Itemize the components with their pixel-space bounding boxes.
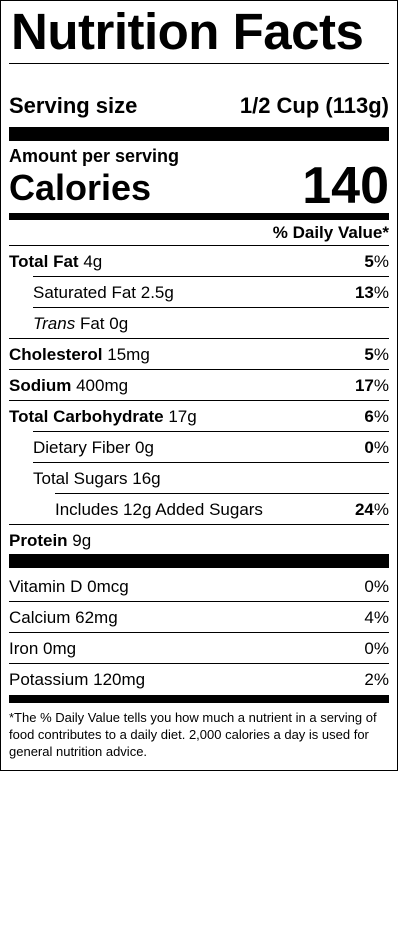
vitamin-daily-value: 4% — [364, 608, 389, 627]
nutrient-percent-sign: % — [373, 438, 389, 457]
serving-size-row: Serving size 1/2 Cup (113g) — [9, 93, 389, 119]
nutrient-daily-value: 24% — [355, 494, 389, 525]
vitamin-name: Potassium — [9, 670, 89, 689]
nutrient-separator — [33, 307, 389, 308]
serving-size-value: 1/2 Cup (113g) — [239, 93, 389, 118]
vitamin-separator — [9, 601, 389, 602]
nutrient-amount: 2.5g — [140, 283, 174, 302]
nutrient-row: Includes 12g Added Sugars 24% — [9, 494, 389, 525]
nutrient-name: Cholesterol — [9, 345, 103, 364]
thick-divider-bottom — [9, 554, 389, 568]
nutrient-row: Total Fat 4g 5% — [9, 246, 389, 277]
nutrient-amount: 17g — [168, 407, 197, 426]
nutrient-row: Sodium 400mg 17% — [9, 370, 389, 401]
nutrient-percent-number: 5 — [364, 252, 374, 271]
medium-divider — [9, 213, 389, 220]
nutrient-separator — [9, 524, 389, 525]
vitamin-amount: 0mcg — [87, 577, 129, 596]
thick-divider-top — [9, 127, 389, 141]
nutrient-percent-sign: % — [373, 500, 389, 519]
nutrient-name: Includes 12g Added Sugars — [55, 500, 263, 519]
nutrient-amount: 4g — [83, 252, 103, 271]
nutrient-percent-sign: % — [373, 376, 389, 395]
nutrition-facts-label: Nutrition Facts Serving size 1/2 Cup (11… — [0, 0, 398, 771]
vitamin-daily-value: 0% — [364, 577, 389, 596]
nutrient-name: Saturated Fat — [33, 283, 137, 302]
vitamin-name: Calcium — [9, 608, 71, 627]
nutrient-percent-number: 17 — [354, 376, 374, 395]
title-divider — [9, 63, 389, 64]
nutrient-italic-prefix: Trans — [33, 314, 76, 333]
nutrient-separator — [55, 493, 389, 494]
vitamin-daily-value: 2% — [364, 670, 389, 689]
vitamin-daily-value: 0% — [364, 639, 389, 658]
nutrient-name: Total Carbohydrate — [9, 407, 164, 426]
nutrient-name: Total Fat — [9, 252, 79, 271]
calories-value: 140 — [302, 157, 389, 215]
vitamin-name: Vitamin D — [9, 577, 83, 596]
nutrient-row: Total Sugars 16g — [9, 463, 389, 494]
vitamin-amount: 120mg — [93, 670, 146, 689]
nutrient-separator — [9, 369, 389, 370]
nutrient-daily-value: 5% — [364, 339, 389, 370]
nutrient-daily-value: 5% — [364, 246, 389, 277]
nutrient-name: Dietary Fiber — [33, 438, 131, 457]
vitamin-amount: 62mg — [75, 608, 118, 627]
nutrient-separator — [33, 462, 389, 463]
nutrient-amount: 15mg — [107, 345, 150, 364]
nutrient-daily-value: 17% — [355, 370, 389, 401]
nutrient-percent-sign: % — [373, 407, 389, 426]
nutrient-separator — [33, 276, 389, 277]
nutrient-amount: 16g — [132, 469, 161, 488]
nutrient-separator — [33, 431, 389, 432]
nutrient-percent-sign: % — [373, 252, 389, 271]
nutrient-row: Trans Fat 0g — [9, 308, 389, 339]
nutrient-row: Protein 9g — [9, 525, 389, 556]
vitamin-name: Iron — [9, 639, 39, 658]
vitamin-separator — [9, 663, 389, 664]
nutrient-amount: 400mg — [76, 376, 129, 395]
nutrient-percent-number: 13 — [354, 283, 374, 302]
nutrient-name: Sodium — [9, 376, 72, 395]
nutrient-percent-number: 24 — [354, 500, 374, 519]
nutrient-percent-number: 0 — [364, 438, 374, 457]
vitamin-amount: 0mg — [43, 639, 77, 658]
amount-per-serving: Amount per serving — [9, 146, 180, 166]
nutrient-row: Dietary Fiber 0g 0% — [9, 432, 389, 463]
daily-value-header: % Daily Value* — [272, 223, 389, 242]
nutrient-row: Total Carbohydrate 17g 6% — [9, 401, 389, 432]
nutrient-percent-number: 6 — [364, 407, 374, 426]
nutrient-name: Protein — [9, 531, 68, 550]
daily-value-divider — [9, 245, 389, 246]
vitamin-row: Calcium 62mg 4% — [9, 602, 389, 633]
nutrient-percent-sign: % — [373, 283, 389, 302]
nutrient-separator — [9, 400, 389, 401]
nutrient-separator — [9, 338, 389, 339]
nutrient-amount: 0g — [135, 438, 154, 457]
label-title: Nutrition Facts — [11, 3, 364, 60]
footnote-divider — [9, 695, 389, 703]
vitamin-row: Vitamin D 0mcg 0% — [9, 571, 389, 602]
nutrient-name: Total Sugars — [33, 469, 128, 488]
vitamin-row: Iron 0mg 0% — [9, 633, 389, 664]
nutrient-daily-value: 13% — [355, 277, 389, 308]
nutrient-amount: 0g — [109, 314, 129, 333]
nutrient-name: Fat — [79, 314, 105, 333]
daily-value-footnote: *The % Daily Value tells you how much a … — [9, 710, 377, 759]
nutrient-daily-value: 6% — [364, 401, 389, 432]
vitamin-row: Potassium 120mg 2% — [9, 664, 389, 695]
calories-label: Calories — [9, 167, 152, 208]
nutrient-row: Saturated Fat 2.5g 13% — [9, 277, 389, 308]
nutrient-row: Cholesterol 15mg 5% — [9, 339, 389, 370]
nutrient-amount: 9g — [72, 531, 92, 550]
nutrient-daily-value: 0% — [364, 432, 389, 463]
nutrient-percent-number: 5 — [364, 345, 374, 364]
vitamin-separator — [9, 632, 389, 633]
nutrient-percent-sign: % — [373, 345, 389, 364]
serving-size-label: Serving size — [9, 93, 138, 118]
